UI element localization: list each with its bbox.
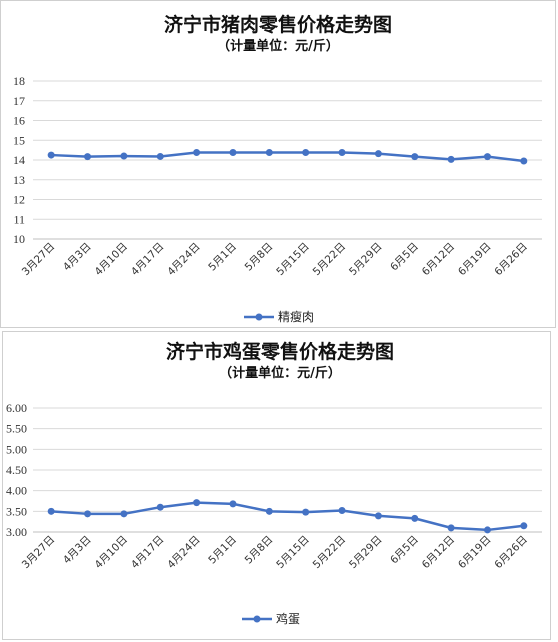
- data-point: [84, 510, 92, 518]
- data-point: [447, 524, 455, 532]
- series-line: [51, 501, 524, 532]
- y-tick-label: 17: [13, 94, 25, 108]
- data-point: [374, 150, 382, 158]
- data-point: [156, 503, 164, 511]
- y-tick-label: 18: [13, 74, 25, 88]
- x-tick-label: 5月1日: [206, 534, 239, 567]
- x-tick-label: 5月1日: [206, 241, 239, 274]
- x-tick-label: 5月22日: [311, 534, 349, 572]
- data-point: [193, 148, 201, 156]
- data-point: [193, 499, 201, 507]
- y-tick-label: 12: [13, 193, 25, 207]
- x-tick-label: 4月24日: [165, 241, 203, 279]
- data-point: [411, 153, 419, 161]
- data-point: [520, 157, 528, 165]
- x-tick-label: 4月10日: [93, 241, 131, 279]
- x-tick-label: 6月12日: [420, 241, 458, 279]
- x-tick-label: 4月10日: [93, 534, 131, 572]
- x-tick-label: 3月27日: [20, 534, 58, 572]
- data-point: [120, 510, 128, 518]
- series-line: [51, 151, 524, 163]
- x-tick-label: 5月29日: [347, 534, 385, 572]
- x-tick-label: 3月27日: [20, 241, 58, 279]
- x-tick-label: 4月17日: [129, 241, 167, 279]
- x-tick-label: 6月26日: [492, 241, 530, 279]
- chart-title: 济宁市猪肉零售价格走势图: [164, 13, 392, 36]
- data-point: [265, 148, 273, 156]
- y-tick-label: 3.00: [6, 525, 27, 539]
- legend-marker: [253, 615, 261, 623]
- egg-chart-svg: 济宁市鸡蛋零售价格走势图 （计量单位：元/斤） 3.00 3.50 4.00 4.50…: [6, 340, 542, 626]
- data-point: [447, 155, 455, 163]
- chart-title: 济宁市鸡蛋零售价格走势图: [166, 340, 394, 363]
- data-point: [156, 152, 164, 160]
- y-tick-label: 5.50: [6, 422, 27, 436]
- legend-label: 精瘦肉: [278, 309, 314, 324]
- x-tick-label: 6月19日: [456, 241, 494, 279]
- data-point: [47, 151, 55, 159]
- chart-subtitle: （计量单位：元/斤）: [219, 365, 341, 381]
- x-tick-label: 5月15日: [274, 534, 312, 572]
- y-tick-label: 5.00: [6, 442, 27, 456]
- y-tick-label: 14: [13, 153, 25, 167]
- data-point: [411, 514, 419, 522]
- x-tick-label: 6月26日: [492, 534, 530, 572]
- data-point: [338, 148, 346, 156]
- y-tick-label: 6.00: [6, 401, 27, 415]
- data-point: [338, 507, 346, 515]
- data-point: [84, 153, 92, 161]
- x-tick-label: 6月5日: [388, 241, 421, 274]
- y-tick-label: 4.50: [6, 463, 27, 477]
- chart-subtitle: （计量单位：元/斤）: [217, 38, 339, 54]
- legend-label: 鸡蛋: [276, 611, 300, 626]
- data-point: [374, 512, 382, 520]
- y-tick-label: 3.50: [6, 504, 27, 518]
- data-point: [520, 522, 528, 530]
- x-tick-label: 4月24日: [165, 534, 203, 572]
- x-tick-label: 4月17日: [129, 534, 167, 572]
- y-tick-label: 10: [13, 232, 25, 246]
- data-point: [229, 148, 237, 156]
- y-tick-label: 4.00: [6, 484, 27, 498]
- y-tick-label: 13: [13, 173, 25, 187]
- y-tick-label: 15: [13, 133, 25, 147]
- legend-marker: [255, 313, 263, 321]
- egg-price-chart: 济宁市鸡蛋零售价格走势图 （计量单位：元/斤） 3.00 3.50 4.00 4.50…: [2, 331, 551, 640]
- data-point: [120, 152, 128, 160]
- x-tick-label: 5月15日: [274, 241, 312, 279]
- data-point: [302, 508, 310, 516]
- data-point: [483, 153, 491, 161]
- pork-chart-svg: 济宁市猪肉零售价格走势图 （计量单位：元/斤） 10 11 12 13 14 15 16 17…: [13, 13, 542, 324]
- x-tick-label: 6月19日: [456, 534, 494, 572]
- y-tick-label: 11: [13, 212, 25, 226]
- x-tick-label: 5月22日: [311, 241, 349, 279]
- data-point: [302, 148, 310, 156]
- x-tick-label: 4月3日: [61, 534, 94, 567]
- x-tick-label: 6月5日: [388, 534, 421, 567]
- x-tick-label: 5月8日: [243, 241, 276, 274]
- data-point: [47, 507, 55, 515]
- x-tick-label: 4月3日: [61, 241, 94, 274]
- y-tick-label: 16: [13, 114, 25, 128]
- x-tick-label: 5月29日: [347, 241, 385, 279]
- x-tick-label: 5月8日: [243, 534, 276, 567]
- data-point: [229, 500, 237, 508]
- data-point: [265, 507, 273, 515]
- pork-price-chart: 济宁市猪肉零售价格走势图 （计量单位：元/斤） 10 11 12 13 14 15 16 17…: [0, 0, 556, 328]
- data-point: [483, 526, 491, 534]
- x-tick-label: 6月12日: [420, 534, 458, 572]
